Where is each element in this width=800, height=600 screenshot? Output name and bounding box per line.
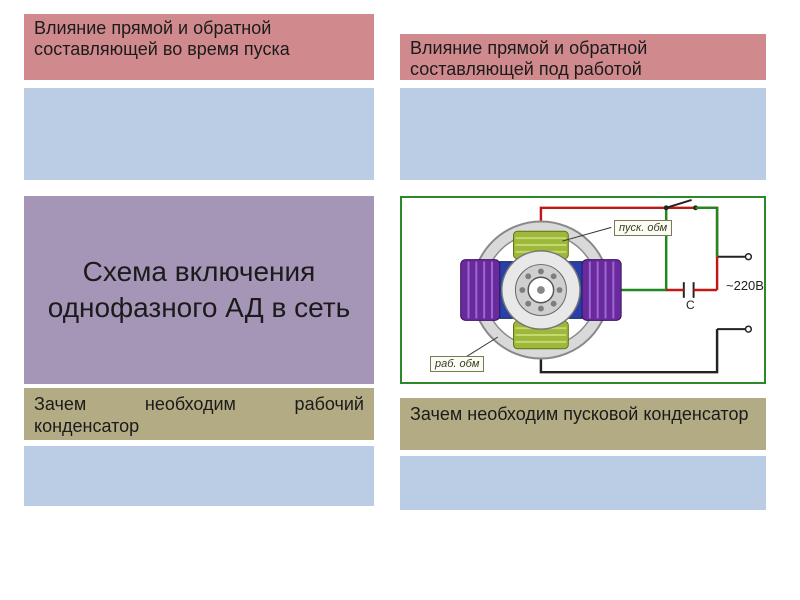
capacitor-label: С [686,298,695,312]
center-purple-text: Схема включения однофазного АД в сеть [36,254,362,327]
olive-left: Зачем необходим рабочий конденсатор [24,388,374,440]
blue-box-top-left [24,88,374,180]
winding-run-right [582,260,621,321]
olive-right: Зачем необходим пусковой конденсатор [400,398,766,450]
header-left-text: Влияние прямой и обратной составляющей в… [34,18,290,59]
header-right: Влияние прямой и обратной составляющей п… [400,34,766,80]
header-left: Влияние прямой и обратной составляющей в… [24,14,374,80]
blue-box-top-right [400,88,766,180]
motor-diagram: пуск. обм раб. обм ~220В С [400,196,766,384]
blue-box-bottom-right [400,456,766,510]
voltage-label: ~220В [726,278,764,293]
label-start-winding: пуск. обм [614,220,672,236]
motor-svg [402,198,764,382]
label-run-winding: раб. обм [430,356,484,372]
olive-left-text: Зачем необходим рабочий конденсатор [34,394,364,436]
winding-run-left [461,260,500,321]
header-right-text: Влияние прямой и обратной составляющей п… [410,38,647,79]
blue-box-bottom-left [24,446,374,506]
capacitor-text: С [686,298,695,312]
label-run-winding-text: раб. обм [435,358,479,370]
voltage-text: ~220В [726,278,764,293]
label-start-winding-text: пуск. обм [619,222,667,234]
olive-right-text: Зачем необходим пусковой конденсатор [410,404,749,424]
center-purple-box: Схема включения однофазного АД в сеть [24,196,374,384]
